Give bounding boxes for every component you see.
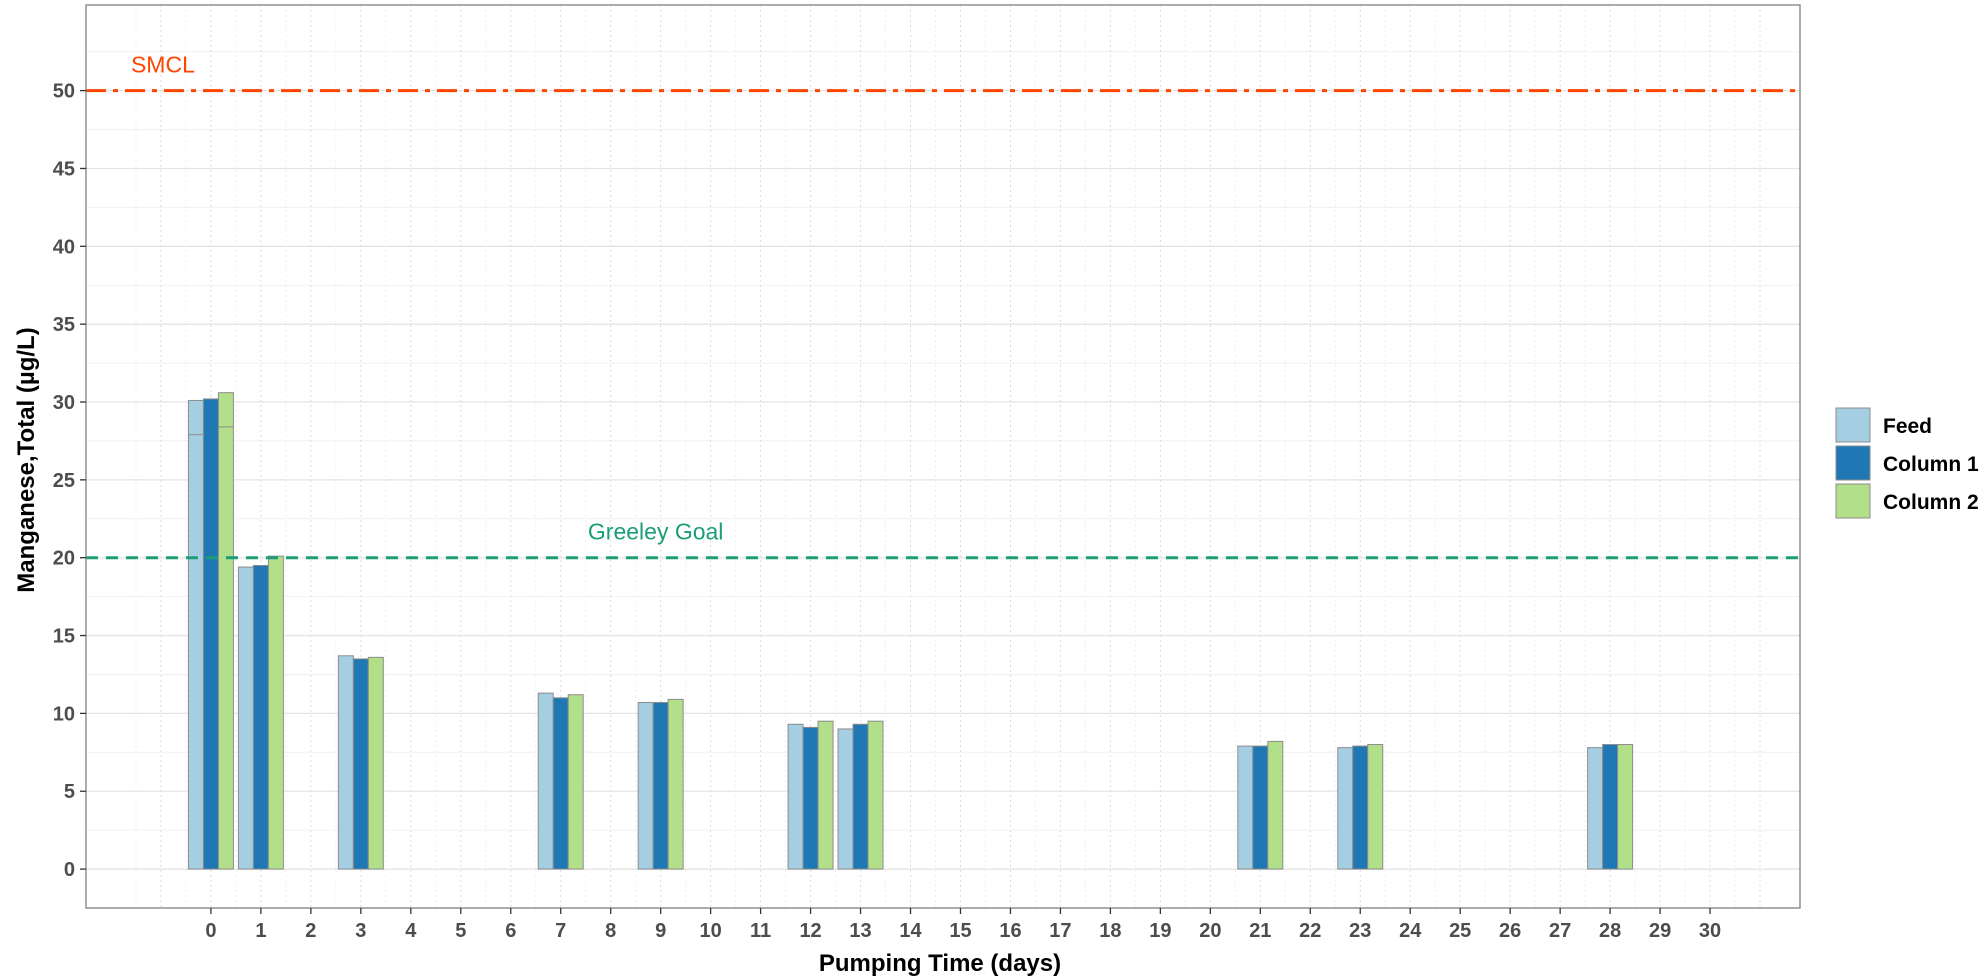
y-tick-label: 50 [53, 81, 75, 103]
legend: Feed Column 1 Column 2 [1835, 407, 1979, 519]
x-tick-label: 25 [1449, 920, 1471, 942]
legend-key-feed [1835, 407, 1871, 443]
bar-column-1-day-12 [802, 726, 819, 870]
bar-feed-day-28 [1587, 747, 1604, 870]
y-axis-title: Manganese,Total (µg/L) [13, 327, 40, 592]
ref-label-smcl: SMCL [131, 52, 195, 78]
x-tick-label: 29 [1649, 920, 1671, 942]
bar-feed-day-9 [637, 701, 654, 870]
x-tick-label: 5 [455, 920, 466, 942]
x-tick-label: 14 [899, 920, 922, 942]
y-tick-label: 40 [53, 236, 75, 258]
x-tick-label: 22 [1299, 920, 1321, 942]
bars [187, 392, 1634, 870]
bar-column-1-day-28 [1602, 744, 1619, 870]
x-tick-label: 11 [750, 920, 771, 942]
bar-feed-day-12 [787, 723, 804, 870]
y-tick-label: 10 [53, 703, 75, 725]
bar-column-1-day-0 [202, 398, 219, 870]
bar-feed-day-21 [1237, 745, 1254, 870]
x-tick-label: 18 [1099, 920, 1121, 942]
x-tick-label: 12 [799, 920, 821, 942]
bar-column-2-day-0 [217, 392, 234, 870]
legend-key-column-1 [1835, 445, 1871, 481]
bar-feed-day-3 [337, 655, 354, 870]
x-tick-label: 21 [1249, 920, 1271, 942]
bar-column-1-day-23 [1352, 745, 1369, 870]
y-tick-label: 5 [64, 781, 75, 803]
reference-lines: SMCL Greeley Goal [86, 52, 1800, 560]
x-tick-label: 1 [255, 920, 266, 942]
y-tick-label: 45 [53, 158, 75, 180]
bar-column-2-day-9 [667, 698, 684, 870]
y-tick-label: 20 [53, 548, 75, 570]
bar-feed-day-1 [237, 566, 254, 870]
x-tick-label: 9 [655, 920, 666, 942]
bar-feed-day-7 [537, 692, 554, 870]
x-tick-label: 13 [849, 920, 871, 942]
bar-feed-day-0 [187, 399, 204, 870]
bar-column-2-day-21 [1267, 740, 1284, 870]
x-tick-label: 26 [1499, 920, 1521, 942]
x-tick-label: 6 [505, 920, 516, 942]
bar-column-1-day-7 [552, 697, 569, 870]
bar-column-2-day-23 [1367, 744, 1384, 870]
bar-column-1-day-9 [652, 701, 669, 870]
bar-column-2-day-12 [817, 720, 834, 870]
legend-label-feed: Feed [1883, 415, 1932, 438]
bar-column-1-day-1 [252, 564, 269, 870]
y-tick-label: 25 [53, 470, 75, 492]
plot-border [85, 4, 1801, 909]
x-tick-label: 8 [605, 920, 616, 942]
y-tick-label: 30 [53, 392, 75, 414]
x-tick-label: 27 [1549, 920, 1571, 942]
bar-column-1-day-13 [852, 723, 869, 870]
x-tick-label: 10 [700, 920, 722, 942]
y-tick-label: 15 [53, 626, 75, 648]
x-tick-label: 28 [1599, 920, 1621, 942]
bar-column-2-day-28 [1617, 744, 1634, 870]
x-tick-label: 3 [355, 920, 366, 942]
y-tick-label: 0 [64, 859, 75, 881]
x-tick-label: 30 [1699, 920, 1721, 942]
bar-column-2-day-7 [567, 694, 584, 870]
x-tick-label: 20 [1199, 920, 1221, 942]
legend-label-column-2: Column 2 [1883, 491, 1979, 514]
y-tick-label: 35 [53, 314, 75, 336]
x-tick-label: 0 [205, 920, 216, 942]
x-tick-label: 16 [999, 920, 1021, 942]
x-tick-label: 2 [305, 920, 316, 942]
bar-feed-day-13 [837, 728, 854, 870]
bar-column-2-day-1 [267, 555, 284, 870]
bar-column-1-day-21 [1252, 745, 1269, 870]
ref-label-greeley-goal: Greeley Goal [588, 519, 724, 545]
legend-label-column-1: Column 1 [1883, 453, 1979, 476]
x-tick-label: 4 [405, 920, 417, 942]
x-tick-label: 17 [1049, 920, 1071, 942]
bar-column-1-day-3 [352, 658, 369, 870]
x-tick-label: 7 [555, 920, 566, 942]
x-tick-label: 23 [1349, 920, 1371, 942]
bar-column-2-day-13 [867, 720, 884, 870]
bar-feed-day-23 [1337, 747, 1354, 870]
x-tick-label: 19 [1149, 920, 1171, 942]
x-tick-label: 15 [949, 920, 971, 942]
x-tick-label: 24 [1399, 920, 1422, 942]
legend-key-column-2 [1835, 483, 1871, 519]
x-axis-title: Pumping Time (days) [819, 950, 1061, 977]
bar-column-2-day-3 [367, 656, 384, 870]
